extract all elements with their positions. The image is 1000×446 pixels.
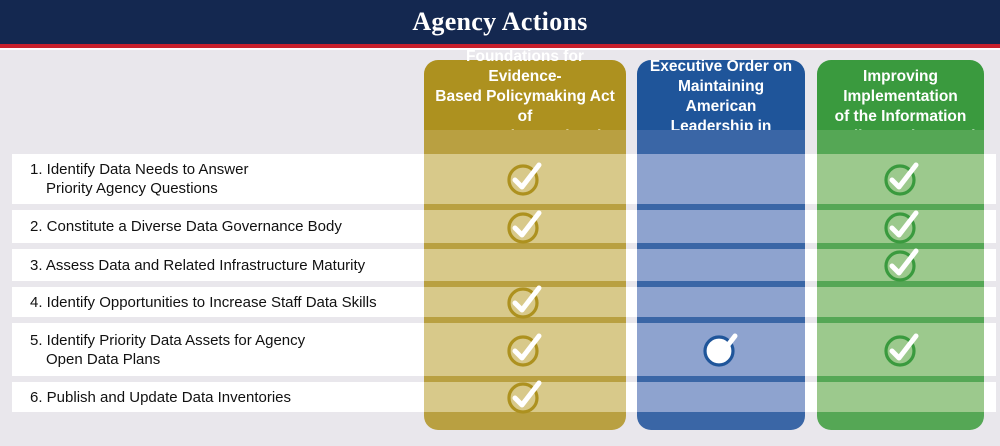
action-row-line: Priority Agency Questions	[46, 180, 218, 197]
action-row-label: 3. Assess Data and Related Infrastructur…	[30, 256, 365, 275]
column-header-line: Improving	[863, 68, 938, 85]
column-header-line: of the Information	[834, 108, 967, 125]
action-row-label: 4. Identify Opportunities to Increase St…	[30, 293, 377, 312]
information-quality-act-column-cell	[817, 323, 984, 376]
white-stripe	[0, 48, 1000, 50]
column-header-line: Maintaining American	[677, 78, 765, 115]
column-header-line: Based Policymaking Act of	[435, 88, 615, 125]
information-quality-act-column-cell	[817, 249, 984, 281]
action-row-label: 6. Publish and Update Data Inventories	[30, 388, 291, 407]
action-row-line: 3. Assess Data and Related Infrastructur…	[30, 256, 366, 274]
ai-executive-order-column-cell	[637, 249, 805, 281]
checkmark-icon	[507, 210, 542, 244]
ai-executive-order-column-cell	[637, 287, 805, 317]
column-header-line: Implementation	[843, 88, 958, 105]
information-quality-act-column-cell	[817, 382, 984, 412]
ai-executive-order-column-cell	[637, 210, 805, 243]
action-row-label: 1. Identify Data Needs to Answer Priority…	[30, 160, 248, 198]
red-stripe	[0, 44, 1000, 48]
page-title: Agency Actions	[412, 7, 588, 36]
column-header-line: Foundations for Evidence-	[466, 48, 584, 85]
action-row-line: 1. Identify Data Needs to Answer	[30, 161, 249, 178]
title-banner: Agency Actions	[0, 0, 1000, 44]
checkmark-icon	[507, 333, 542, 367]
checkmark-icon	[507, 162, 542, 196]
action-row-label: 5. Identify Priority Data Assets for Age…	[30, 331, 305, 369]
information-quality-act-column-cell	[817, 287, 984, 317]
evidence-act-column-cell	[424, 287, 626, 317]
evidence-act-column-cell	[424, 382, 626, 412]
action-row-line: 6. Publish and Update Data Inventories	[30, 388, 291, 406]
information-quality-act-column-cell	[817, 210, 984, 243]
evidence-act-column-cell	[424, 210, 626, 243]
action-row-line: 4. Identify Opportunities to Increase St…	[30, 293, 377, 311]
checkmark-icon	[884, 333, 919, 367]
ai-executive-order-column-cell	[637, 382, 805, 412]
ai-executive-order-column-cell	[637, 154, 805, 204]
checkmark-icon	[884, 210, 919, 244]
checkmark-icon	[703, 333, 738, 367]
evidence-act-column-cell	[424, 249, 626, 281]
information-quality-act-column-cell	[817, 154, 984, 204]
checkmark-icon	[884, 162, 919, 196]
checkmark-icon	[884, 248, 919, 282]
evidence-act-column-cell	[424, 323, 626, 376]
action-row-label: 2. Constitute a Diverse Data Governance …	[30, 217, 342, 236]
checkmark-icon	[507, 380, 542, 414]
evidence-act-column-cell	[424, 154, 626, 204]
action-row-line: 2. Constitute a Diverse Data Governance …	[30, 218, 342, 235]
checkmark-icon	[507, 285, 542, 319]
action-row-line: 5. Identify Priority Data Assets for Age…	[30, 331, 306, 349]
column-header-line: Executive Order on	[649, 58, 793, 75]
action-row-line: Open Data Plans	[46, 350, 161, 368]
